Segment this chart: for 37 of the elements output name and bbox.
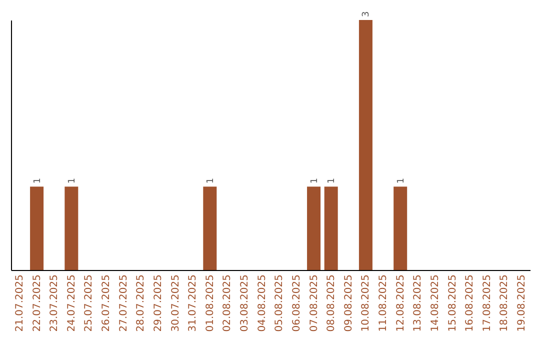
x-tick-label: 28.07.2025 <box>136 274 147 332</box>
x-tick-label: 17.08.2025 <box>482 274 493 332</box>
data-label: 1 <box>32 178 43 184</box>
x-tick-label: 22.07.2025 <box>32 274 43 332</box>
x-tick-label: 26.07.2025 <box>101 274 112 332</box>
x-tick-label: 31.07.2025 <box>188 274 199 332</box>
x-tick-label: 03.08.2025 <box>240 274 251 332</box>
data-label: 1 <box>206 178 216 184</box>
data-label: 1 <box>327 178 338 184</box>
x-tick-label: 15.08.2025 <box>447 274 458 332</box>
x-tick-label: 01.08.2025 <box>204 274 216 332</box>
x-tick-label: 04.08.2025 <box>256 274 268 332</box>
x-tick-label: 06.08.2025 <box>291 274 302 332</box>
x-tick-label: 27.07.2025 <box>118 274 130 332</box>
x-tick-label: 25.07.2025 <box>84 274 95 332</box>
data-label: 1 <box>396 178 406 184</box>
x-tick-label: 23.07.2025 <box>49 274 60 332</box>
x-tick-label: 12.08.2025 <box>395 274 406 332</box>
x-tick-label: 19.08.2025 <box>516 274 528 332</box>
x-tick-label: 02.08.2025 <box>222 274 234 332</box>
data-label: 1 <box>310 178 320 184</box>
data-label: 1 <box>67 178 78 184</box>
x-tick-label: 21.07.2025 <box>14 274 26 332</box>
x-tick-label: 30.07.2025 <box>170 274 182 332</box>
x-tick-label: 11.08.2025 <box>378 274 390 332</box>
x-tick-label: 08.08.2025 <box>326 274 338 332</box>
x-tick-label: 29.07.2025 <box>152 274 164 332</box>
x-tick-label: 09.08.2025 <box>343 274 354 332</box>
x-tick-label: 18.08.2025 <box>499 274 510 332</box>
x-tick-label: 10.08.2025 <box>360 274 372 332</box>
x-tick-label: 05.08.2025 <box>274 274 286 332</box>
x-tick-label: 14.08.2025 <box>430 274 441 332</box>
x-tick-label: 16.08.2025 <box>464 274 476 332</box>
x-tick-label: 13.08.2025 <box>412 274 424 332</box>
data-label: 3 <box>362 11 372 17</box>
x-tick-label: 24.07.2025 <box>66 274 78 332</box>
x-tick-label: 07.08.2025 <box>308 274 320 332</box>
